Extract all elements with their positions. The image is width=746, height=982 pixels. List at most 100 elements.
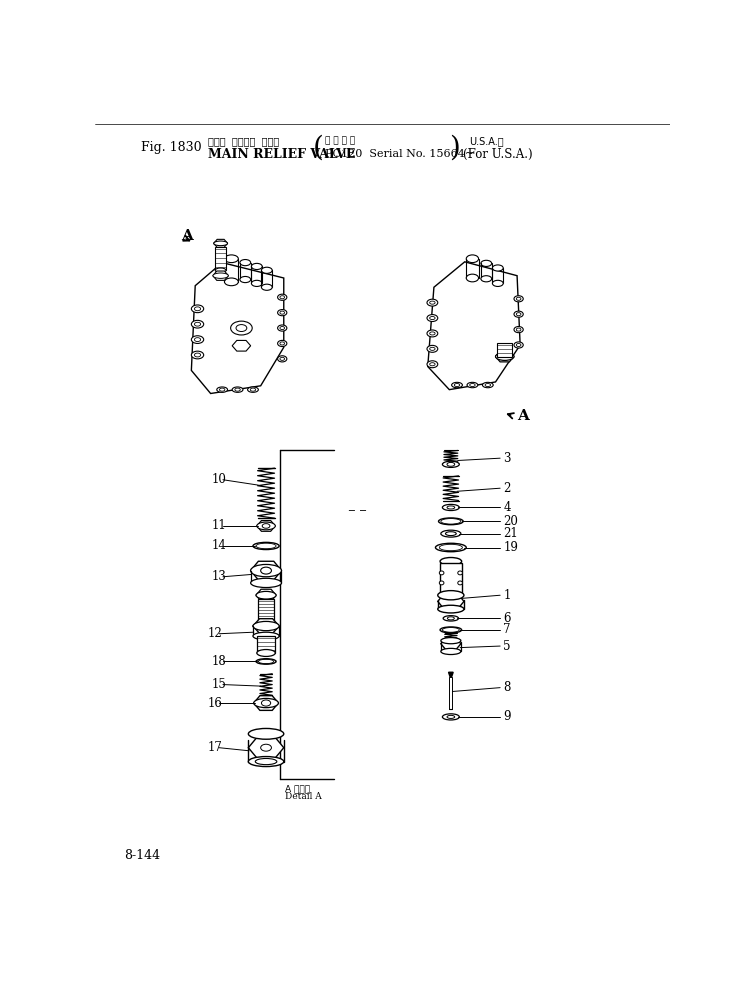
Ellipse shape	[481, 260, 492, 266]
Ellipse shape	[192, 305, 204, 312]
Ellipse shape	[442, 462, 460, 467]
Ellipse shape	[427, 346, 438, 353]
Text: 5: 5	[504, 639, 511, 653]
Ellipse shape	[514, 296, 523, 301]
Ellipse shape	[261, 284, 272, 291]
Ellipse shape	[466, 274, 479, 282]
Ellipse shape	[235, 388, 240, 391]
Text: 11: 11	[211, 519, 226, 532]
Text: 20: 20	[504, 515, 518, 527]
Text: 3: 3	[504, 452, 511, 464]
Ellipse shape	[256, 591, 276, 599]
Ellipse shape	[440, 558, 462, 566]
Ellipse shape	[213, 273, 228, 278]
Ellipse shape	[225, 255, 238, 262]
Polygon shape	[213, 240, 228, 247]
Ellipse shape	[278, 325, 287, 331]
Ellipse shape	[219, 388, 225, 391]
Ellipse shape	[225, 278, 238, 286]
Text: 1: 1	[504, 589, 510, 602]
Ellipse shape	[240, 259, 251, 266]
Ellipse shape	[485, 384, 491, 387]
Text: 8-144: 8-144	[125, 849, 160, 862]
Text: 15: 15	[211, 678, 226, 691]
Ellipse shape	[278, 341, 287, 347]
Ellipse shape	[438, 590, 464, 600]
Text: メイン  リリーフ  バルブ: メイン リリーフ バルブ	[208, 136, 280, 146]
Ellipse shape	[253, 632, 279, 640]
Ellipse shape	[427, 360, 438, 367]
Ellipse shape	[516, 344, 521, 347]
Polygon shape	[256, 589, 276, 601]
Polygon shape	[213, 271, 228, 280]
Text: (: (	[313, 135, 324, 161]
Ellipse shape	[195, 354, 201, 356]
Ellipse shape	[251, 263, 262, 269]
Ellipse shape	[251, 565, 281, 576]
Polygon shape	[253, 619, 279, 633]
Ellipse shape	[261, 700, 271, 706]
Polygon shape	[248, 737, 283, 758]
Ellipse shape	[441, 530, 461, 537]
Ellipse shape	[253, 622, 279, 630]
Ellipse shape	[483, 382, 493, 388]
Bar	[258, 599, 274, 623]
Ellipse shape	[280, 311, 284, 314]
Bar	[497, 343, 513, 356]
Text: 8: 8	[504, 682, 510, 694]
Ellipse shape	[260, 744, 272, 751]
Ellipse shape	[451, 382, 463, 388]
Polygon shape	[441, 637, 461, 650]
Ellipse shape	[251, 578, 281, 587]
Ellipse shape	[441, 648, 461, 655]
Ellipse shape	[280, 357, 284, 360]
Text: U.S.A.向: U.S.A.向	[469, 136, 504, 146]
Text: 9: 9	[504, 710, 511, 724]
Ellipse shape	[216, 268, 226, 273]
Ellipse shape	[195, 307, 201, 310]
Text: 19: 19	[504, 541, 518, 554]
Ellipse shape	[443, 616, 459, 621]
Bar	[440, 563, 462, 595]
Ellipse shape	[427, 330, 438, 337]
Ellipse shape	[454, 384, 460, 387]
Text: A: A	[517, 409, 529, 423]
Ellipse shape	[470, 384, 475, 387]
Ellipse shape	[278, 295, 287, 300]
Ellipse shape	[430, 348, 435, 351]
Ellipse shape	[213, 241, 228, 246]
Ellipse shape	[257, 522, 275, 530]
Ellipse shape	[516, 328, 521, 331]
Ellipse shape	[261, 267, 272, 273]
Text: 16: 16	[207, 696, 222, 710]
Ellipse shape	[516, 312, 521, 316]
Ellipse shape	[231, 321, 252, 335]
Ellipse shape	[492, 280, 504, 287]
Ellipse shape	[445, 531, 457, 535]
Text: 4: 4	[504, 501, 511, 514]
Text: 12: 12	[207, 627, 222, 640]
Text: 6: 6	[504, 612, 511, 625]
Text: 13: 13	[211, 571, 226, 583]
Ellipse shape	[248, 387, 258, 393]
Ellipse shape	[195, 338, 201, 342]
Ellipse shape	[447, 463, 455, 466]
Ellipse shape	[514, 342, 523, 348]
Ellipse shape	[262, 523, 270, 528]
Ellipse shape	[248, 729, 283, 739]
Text: 21: 21	[504, 527, 518, 540]
Text: 適 用 号 機: 適 用 号 機	[325, 136, 354, 145]
Text: 14: 14	[211, 539, 226, 553]
Bar	[216, 247, 226, 270]
Text: Fig. 1830: Fig. 1830	[141, 140, 202, 153]
Ellipse shape	[481, 276, 492, 282]
Ellipse shape	[251, 280, 262, 287]
Text: PC120  Serial No. 15664~: PC120 Serial No. 15664~	[325, 149, 474, 159]
Bar	[449, 677, 452, 709]
Bar	[257, 636, 275, 653]
Polygon shape	[495, 352, 514, 362]
Text: A 詳細図: A 詳細図	[285, 784, 310, 792]
Ellipse shape	[427, 300, 438, 306]
Ellipse shape	[430, 301, 435, 304]
Text: MAIN RELIEF VALVE: MAIN RELIEF VALVE	[208, 147, 356, 160]
